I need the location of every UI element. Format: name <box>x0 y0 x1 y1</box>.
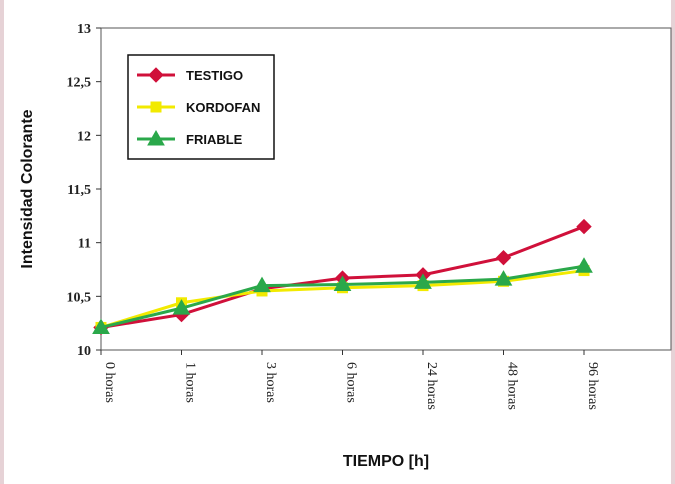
data-point <box>253 276 271 293</box>
data-point <box>495 249 512 266</box>
legend: TESTIGO KORDOFAN FRIABLE <box>127 54 275 160</box>
y-tick-label: 10,5 <box>67 290 92 305</box>
legend-item-friable: FRIABLE <box>137 129 243 147</box>
data-point <box>575 257 593 273</box>
y-tick-label: 12 <box>77 129 91 144</box>
legend-label: FRIABLE <box>186 132 243 147</box>
x-tick-label: 48 horas <box>505 362 520 410</box>
legend-marker <box>150 101 162 113</box>
y-tick-label: 13 <box>77 22 91 37</box>
y-tick-label: 11 <box>78 237 91 252</box>
legend-item-testigo: TESTIGO <box>137 67 243 83</box>
legend-marker <box>148 67 164 83</box>
series-friable <box>92 257 593 334</box>
line-chart: 10 10,5 11 11,5 12 12,5 13 0 horas 1 horas 3 hor… <box>19 22 672 470</box>
x-tick-label: 3 horas <box>263 362 278 403</box>
data-point <box>333 275 352 292</box>
y-tick-label: 11,5 <box>67 183 91 198</box>
y-tick-label: 12,5 <box>67 76 92 91</box>
x-tick-label: 1 horas <box>183 362 198 403</box>
data-point <box>494 270 513 286</box>
data-point <box>92 318 110 334</box>
data-point <box>172 299 191 315</box>
legend-item-kordofan: KORDOFAN <box>137 100 260 115</box>
legend-label: KORDOFAN <box>186 100 260 115</box>
y-tick-label: 10 <box>77 344 91 359</box>
x-tick-label: 24 horas <box>424 362 439 410</box>
legend-marker <box>147 129 165 146</box>
legend-label: TESTIGO <box>186 68 243 83</box>
y-axis-title: Intensidad Colorante <box>19 109 36 268</box>
x-tick-label: 6 horas <box>344 362 359 403</box>
x-tick-label: 96 horas <box>585 362 600 410</box>
data-point <box>414 273 432 289</box>
data-point <box>576 218 592 235</box>
x-axis-title: TIEMPO [h] <box>343 453 429 470</box>
x-tick-label: 0 horas <box>102 362 117 403</box>
